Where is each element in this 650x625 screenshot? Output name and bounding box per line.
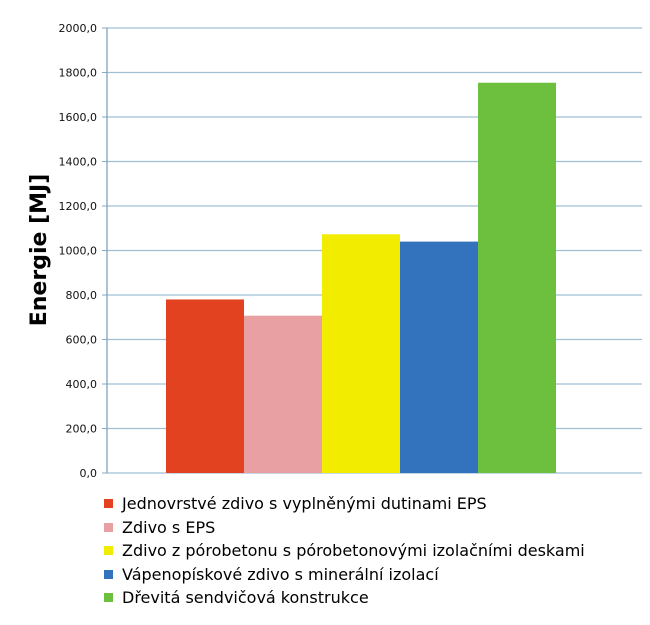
- legend-swatch: [104, 546, 113, 556]
- y-tick-label: 200,0: [66, 423, 98, 436]
- chart-plot: Energie [MJ] 0,0 200,0 400,0 600,0 800,0 1000…: [27, 22, 642, 480]
- bar-1: [166, 299, 244, 473]
- y-tick-label: 2000,0: [59, 22, 98, 35]
- legend-item: Dřevitá sendvičová konstrukce: [104, 586, 585, 610]
- legend-item: Zdivo z pórobetonu s pórobetonovými izol…: [104, 539, 585, 563]
- legend-item: Vápenopískové zdivo s minerální izolací: [104, 563, 585, 587]
- y-tick-label: 1600,0: [59, 111, 98, 124]
- y-tick-label: 600,0: [66, 334, 98, 347]
- y-tick-label: 1400,0: [59, 156, 98, 169]
- legend-swatch: [104, 569, 113, 579]
- y-axis-label: Energie [MJ]: [27, 174, 52, 327]
- legend-label: Zdivo z pórobetonu s pórobetonovými izol…: [122, 541, 585, 561]
- legend: Jednovrstvé zdivo s vyplněnými dutinami …: [104, 492, 585, 610]
- bar-3: [322, 234, 400, 473]
- legend-item: Jednovrstvé zdivo s vyplněnými dutinami …: [104, 492, 585, 516]
- y-tick-label: 1000,0: [59, 245, 98, 258]
- bar-5: [478, 82, 556, 474]
- legend-swatch: [104, 593, 113, 603]
- y-tick-label: 0,0: [80, 467, 98, 480]
- legend-item: Zdivo s EPS: [104, 516, 585, 540]
- legend-label: Jednovrstvé zdivo s vyplněnými dutinami …: [122, 494, 487, 514]
- y-tick-label: 800,0: [66, 289, 98, 302]
- y-tick-label: 1200,0: [59, 200, 98, 213]
- legend-swatch: [104, 522, 113, 532]
- legend-label: Vápenopískové zdivo s minerální izolací: [122, 564, 439, 584]
- y-tick-label: 1800,0: [59, 67, 98, 80]
- bar-2: [244, 315, 322, 473]
- y-tick-label: 400,0: [66, 378, 98, 391]
- bar-4: [400, 241, 478, 473]
- legend-label: Dřevitá sendvičová konstrukce: [122, 588, 369, 608]
- legend-label: Zdivo s EPS: [122, 517, 216, 537]
- legend-swatch: [104, 499, 113, 509]
